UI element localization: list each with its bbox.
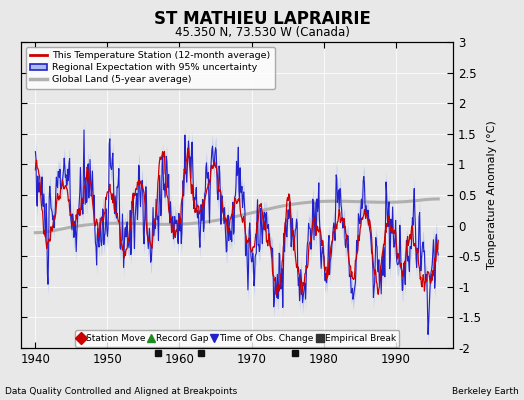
Y-axis label: Temperature Anomaly (°C): Temperature Anomaly (°C) — [487, 121, 497, 269]
Text: ST MATHIEU LAPRAIRIE: ST MATHIEU LAPRAIRIE — [154, 10, 370, 28]
Text: 45.350 N, 73.530 W (Canada): 45.350 N, 73.530 W (Canada) — [174, 26, 350, 39]
Legend: Station Move, Record Gap, Time of Obs. Change, Empirical Break: Station Move, Record Gap, Time of Obs. C… — [75, 330, 399, 346]
Text: Berkeley Earth: Berkeley Earth — [452, 387, 519, 396]
Text: Data Quality Controlled and Aligned at Breakpoints: Data Quality Controlled and Aligned at B… — [5, 387, 237, 396]
